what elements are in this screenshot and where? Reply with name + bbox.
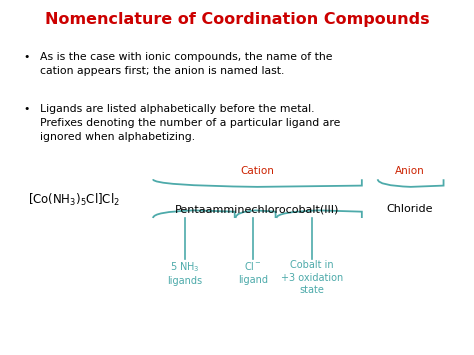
Text: [Co(NH$_3$)$_5$Cl]Cl$_2$: [Co(NH$_3$)$_5$Cl]Cl$_2$ [28, 192, 120, 208]
Text: Cl$^-$
ligand: Cl$^-$ ligand [238, 260, 268, 285]
Text: As is the case with ionic compounds, the name of the
cation appears first; the a: As is the case with ionic compounds, the… [39, 53, 332, 76]
Text: Nomenclature of Coordination Compounds: Nomenclature of Coordination Compounds [45, 12, 429, 27]
Text: Pentaamminechlorocobalt(III): Pentaamminechlorocobalt(III) [175, 204, 339, 214]
Text: •: • [24, 53, 30, 62]
Text: Anion: Anion [395, 166, 424, 176]
Text: 5 NH$_3$
ligands: 5 NH$_3$ ligands [167, 260, 202, 286]
Text: •: • [24, 104, 30, 114]
Text: Cobalt in
+3 oxidation
state: Cobalt in +3 oxidation state [281, 260, 343, 295]
Text: Chloride: Chloride [386, 204, 433, 214]
Text: Cation: Cation [240, 166, 274, 176]
Text: Ligands are listed alphabetically before the metal.
Prefixes denoting the number: Ligands are listed alphabetically before… [39, 104, 340, 142]
